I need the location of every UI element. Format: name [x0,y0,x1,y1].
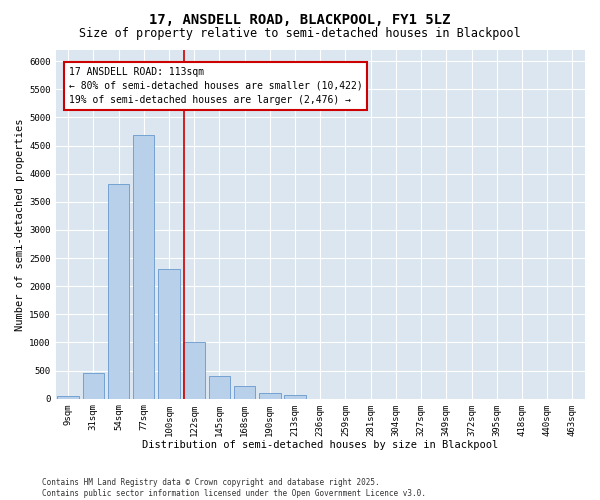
Bar [133,136,154,398]
Bar [108,184,129,398]
Text: 17 ANSDELL ROAD: 113sqm
← 80% of semi-detached houses are smaller (10,422)
19% o: 17 ANSDELL ROAD: 113sqm ← 80% of semi-de… [68,67,362,105]
Bar [158,269,180,398]
Bar [184,342,205,398]
Bar [209,376,230,398]
Text: Contains HM Land Registry data © Crown copyright and database right 2025.
Contai: Contains HM Land Registry data © Crown c… [42,478,426,498]
X-axis label: Distribution of semi-detached houses by size in Blackpool: Distribution of semi-detached houses by … [142,440,499,450]
Bar [83,373,104,398]
Bar [259,394,281,398]
Text: Size of property relative to semi-detached houses in Blackpool: Size of property relative to semi-detach… [79,28,521,40]
Bar [58,396,79,398]
Y-axis label: Number of semi-detached properties: Number of semi-detached properties [15,118,25,330]
Text: 17, ANSDELL ROAD, BLACKPOOL, FY1 5LZ: 17, ANSDELL ROAD, BLACKPOOL, FY1 5LZ [149,12,451,26]
Bar [284,395,306,398]
Bar [234,386,256,398]
